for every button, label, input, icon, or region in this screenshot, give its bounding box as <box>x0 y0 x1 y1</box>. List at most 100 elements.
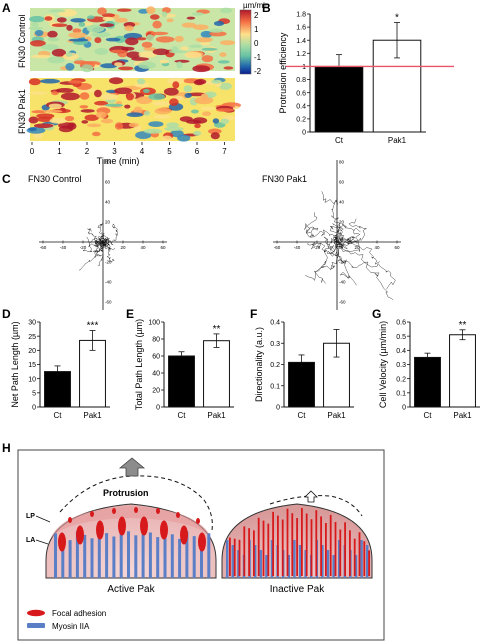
kymograph-blob <box>94 48 109 55</box>
focal-adhesion-streak <box>363 541 366 576</box>
kymograph-blob <box>193 130 202 136</box>
y-tick-label: 1.2 <box>296 51 306 58</box>
myosin-legend-icon <box>27 623 45 628</box>
myosin-bar <box>105 533 109 578</box>
focal-adhesion-streak <box>277 515 279 576</box>
myosin-bar <box>75 531 79 578</box>
panel-letter-g: G <box>372 307 381 321</box>
chart-total-path-length: 0 20 40 60 80 100 Ct Pak1 ** Total Path Length (µ… <box>134 319 234 420</box>
myosin-bar <box>338 540 341 578</box>
kymograph-blob <box>91 131 101 137</box>
kymograph-blob <box>55 88 74 93</box>
myosin-bar <box>178 538 182 578</box>
kymograph-blob <box>161 11 168 18</box>
myosin-bar <box>119 527 123 578</box>
focal-adhesion-streak <box>243 526 246 576</box>
kymograph-blob <box>109 77 124 85</box>
kymograph-blob <box>200 30 213 38</box>
track-x-tick: -60 <box>40 245 47 250</box>
kymograph-blob <box>183 85 193 93</box>
kymograph-blob <box>51 48 66 57</box>
kymograph-blob <box>136 96 153 105</box>
kymograph-blob <box>43 109 63 113</box>
x-tick-label: Ct <box>424 411 433 420</box>
significance-marker: ** <box>459 320 467 331</box>
kymograph-blob <box>126 93 134 101</box>
y-tick-label: 0.4 <box>396 348 406 355</box>
kymograph-blob <box>104 103 124 107</box>
kymograph-blob <box>154 107 172 115</box>
kymograph-blob <box>164 126 184 131</box>
kymograph-blob <box>192 12 204 16</box>
kymograph-blob <box>146 6 156 15</box>
y-tick-label: 20 <box>28 348 36 355</box>
kymograph-blob <box>188 44 203 48</box>
protrusion-label: Protrusion <box>103 488 149 498</box>
kymograph-blob <box>34 29 44 37</box>
kymograph-blob <box>134 82 150 88</box>
y-tick-label: 1.4 <box>296 38 306 45</box>
kymograph-blob <box>167 77 185 85</box>
kymograph-blob <box>217 60 230 64</box>
kymograph-blob <box>101 13 115 18</box>
track-y-tick: 80 <box>105 160 111 165</box>
y-tick-label: 20 <box>152 388 160 395</box>
bar-pak1 <box>323 342 350 408</box>
myosin-bar <box>192 536 196 578</box>
myosin-bar <box>134 535 138 578</box>
kymograph-blob <box>220 118 230 125</box>
row-label-control: FN30 Control <box>17 14 27 68</box>
track-x-tick: -20 <box>314 245 321 250</box>
focal-adhesion <box>118 516 126 536</box>
y-tick-label: 5 <box>32 390 36 397</box>
myosin-bar <box>148 532 152 578</box>
kymograph-blob <box>174 59 190 63</box>
myosin-bar <box>61 536 65 578</box>
y-tick-label: 10 <box>28 376 36 383</box>
focal-adhesion <box>160 520 168 540</box>
y-tick-label: 0 <box>156 405 160 412</box>
y-tick-label: 1.6 <box>296 25 306 32</box>
focal-adhesion-streak <box>253 530 255 576</box>
kymograph-blob <box>190 109 199 114</box>
focal-adhesion-streak <box>257 517 260 576</box>
colorbar-tick: 2 <box>254 11 259 20</box>
kymograph-control-blobs <box>28 6 236 73</box>
focal-adhesion-legend-icon <box>27 609 45 617</box>
cell-track <box>332 235 357 247</box>
kymograph-blob <box>138 9 149 14</box>
kymograph-blob <box>192 24 209 31</box>
myosin-bar <box>200 540 203 578</box>
kymograph-blob <box>105 37 121 42</box>
active-pak-cell <box>45 503 217 579</box>
kymograph-blob <box>28 127 37 132</box>
kymograph-blob <box>91 31 111 38</box>
focal-adhesion-streak <box>272 511 274 576</box>
kymograph-x-tick: 4 <box>140 147 145 156</box>
focal-adhesion-streak <box>301 508 303 576</box>
myosin-bar <box>68 540 72 578</box>
y-tick-label: 0.3 <box>270 341 280 348</box>
kymograph-blob <box>177 134 191 142</box>
bar-ct <box>288 361 315 408</box>
myosin-bar <box>112 536 116 578</box>
kymograph-blob <box>201 55 214 63</box>
kymograph-blob <box>48 103 62 109</box>
bar-pak1 <box>203 340 230 408</box>
colorbar-tick: 0 <box>254 39 259 48</box>
cell-track <box>305 236 338 281</box>
track-title-pak1: FN30 Pak1 <box>262 174 307 184</box>
y-tick-label: 60 <box>152 354 160 361</box>
kymograph-blob <box>94 100 109 106</box>
x-tick-label: Ct <box>335 136 344 145</box>
kymograph-x-label: Time (min) <box>97 156 140 166</box>
kymograph-blob <box>80 64 94 73</box>
myosin-bar <box>254 545 257 578</box>
kymograph-blob <box>212 118 220 124</box>
kymograph-blob <box>181 22 197 28</box>
focal-adhesion-streak <box>238 539 241 576</box>
kymograph-blob <box>152 20 162 29</box>
kymograph-blob <box>163 87 179 96</box>
lp-label: LP <box>26 513 35 520</box>
track-y-tick: 40 <box>339 200 345 205</box>
